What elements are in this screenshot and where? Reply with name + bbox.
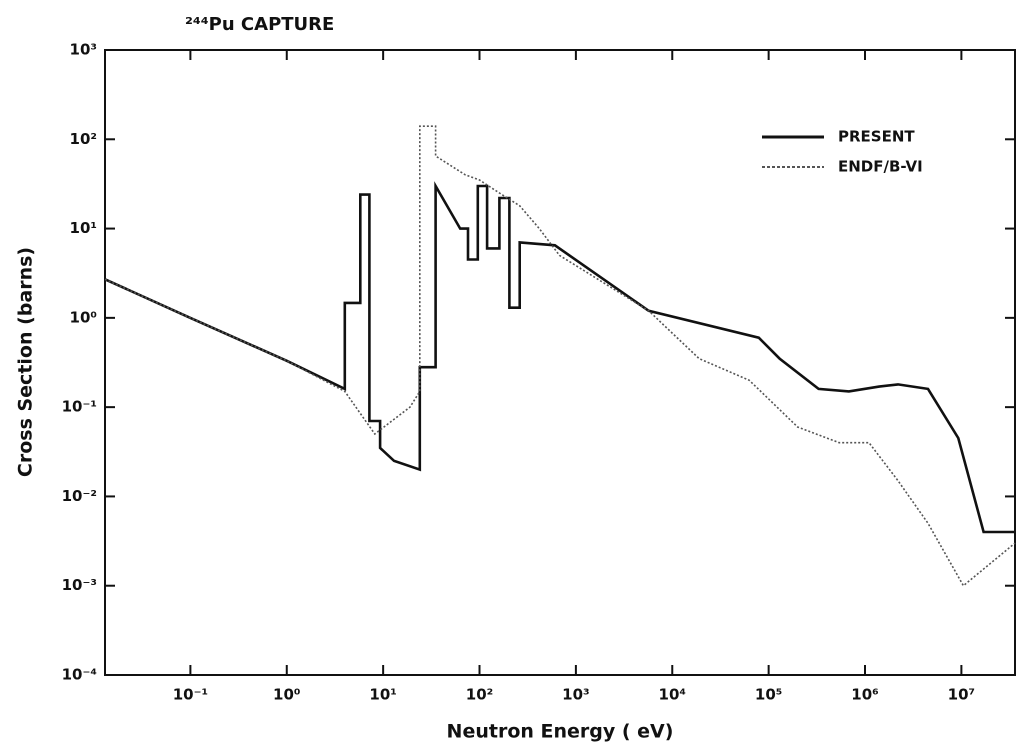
x-tick-label: 10⁷	[948, 686, 975, 704]
y-tick-label: 10²	[70, 130, 97, 148]
y-tick-label: 10⁻³	[62, 576, 97, 594]
x-tick-label: 10⁻¹	[173, 686, 208, 704]
y-tick-label: 10⁻²	[62, 487, 97, 505]
x-tick-label: 10⁶	[851, 686, 878, 704]
y-tick-label: 10⁰	[70, 308, 97, 326]
chart-title: ²⁴⁴Pu CAPTURE	[185, 14, 334, 35]
legend-label: ENDF/B-VI	[838, 158, 923, 176]
x-tick-label: 10⁰	[273, 686, 300, 704]
y-tick-label: 10¹	[70, 219, 97, 237]
y-tick-label: 10⁻¹	[62, 398, 97, 416]
x-tick-label: 10²	[466, 686, 493, 704]
series-line	[104, 125, 1016, 587]
y-tick-label: 10⁻⁴	[62, 666, 97, 684]
plot-frame	[104, 49, 1016, 676]
x-axis-label: Neutron Energy ( eV)	[447, 721, 674, 743]
series-line	[104, 181, 1015, 534]
x-tick-label: 10⁵	[755, 686, 782, 704]
y-axis-label: Cross Section (barns)	[15, 247, 37, 477]
y-tick-label: 10³	[70, 41, 97, 59]
x-tick-label: 10³	[562, 686, 589, 704]
legend-label: PRESENT	[838, 128, 915, 146]
x-tick-label: 10⁴	[659, 686, 686, 704]
x-tick-label: 10¹	[369, 686, 396, 704]
